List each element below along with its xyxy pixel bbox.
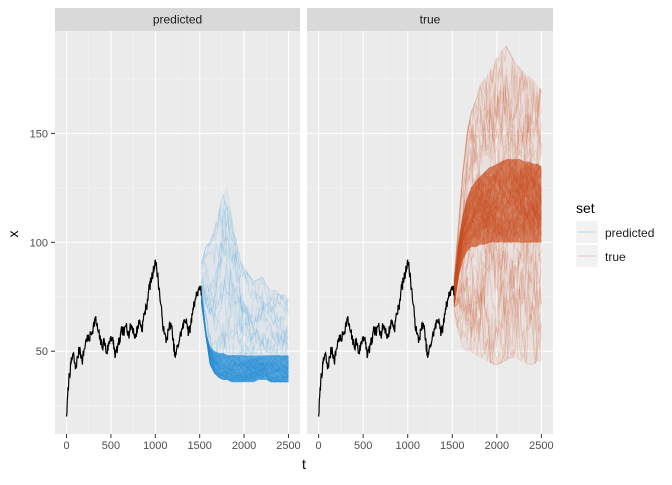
simulated-path [453,44,542,283]
history-line [65,259,203,417]
simulated-path [453,63,542,283]
gridlines-true [307,31,553,434]
simulated-path [453,55,542,295]
data-layer-true [318,44,542,417]
simulated-path [201,209,289,308]
history-line [318,259,455,417]
facet-label-true: true [420,13,441,27]
x-tick-label: 2000 [485,440,509,452]
simulated-path [201,231,289,338]
spread-band-predicted [201,185,289,382]
simulated-path [201,194,289,316]
simulated-path [453,110,542,292]
x-tick-label: 0 [63,440,69,452]
simulated-path [453,65,542,283]
simulated-path [453,268,542,365]
x-tick-label: 500 [102,440,120,452]
simulated-path [453,45,542,280]
x-tick-label: 1500 [440,440,464,452]
simulated-path [453,246,542,363]
simulated-path [453,245,542,365]
facet-strip-predicted [55,8,300,31]
legend: set predicted true [576,200,654,267]
simulated-path [201,268,289,348]
legend-title: set [576,200,595,216]
legend-label-true: true [605,250,626,264]
legend-key-true [576,245,598,267]
legend-entry-true: true [576,245,626,267]
x-tick-label: 2500 [276,440,300,452]
simulated-path [453,284,542,365]
simulated-path [201,200,289,313]
simulated-path [453,57,542,288]
y-axis-title: x [5,231,21,238]
simulated-path [201,207,289,330]
simulated-path [201,204,289,314]
y-tick-label: 150 [30,128,48,140]
x-tick-label: 1500 [187,440,211,452]
simulated-path [201,212,289,341]
simulated-path [453,81,542,283]
y-axis: 50 100 150 [30,128,55,358]
simulated-path [201,237,289,349]
x-tick-label: 1000 [143,440,167,452]
simulated-path [453,221,542,365]
y-tick-label: 100 [30,237,48,249]
facet-panel-predicted: predicted [55,8,300,434]
dense-core-true [454,159,542,308]
simulated-path [453,271,542,365]
legend-entry-predicted: predicted [576,221,654,243]
facet-panel-true: true [307,8,553,434]
x-axis-title: t [302,456,306,472]
simulated-path [201,246,289,351]
x-tick-label: 0 [316,440,322,452]
x-tick-label: 500 [354,440,372,452]
data-layer-predicted [65,185,289,417]
legend-key-predicted [576,221,598,243]
simulated-path [453,245,542,339]
simulated-path [453,222,542,360]
simulated-path [201,277,289,354]
x-tick-label: 2500 [529,440,553,452]
facet-strip-true [307,8,553,31]
x-tick-label: 2000 [232,440,256,452]
simulated-path [201,263,289,355]
simulated-path [453,242,542,333]
dense-core-predicted [201,294,289,382]
legend-label-predicted: predicted [605,226,654,240]
simulated-path [201,275,289,362]
facet-label-predicted: predicted [153,13,202,27]
simulated-path [453,57,542,288]
x-tick-label: 1000 [395,440,419,452]
y-tick-label: 50 [36,346,48,358]
x-axes: 0 500 1000 1500 2000 2500 0 500 1000 1500 2000 2500 [63,434,554,452]
